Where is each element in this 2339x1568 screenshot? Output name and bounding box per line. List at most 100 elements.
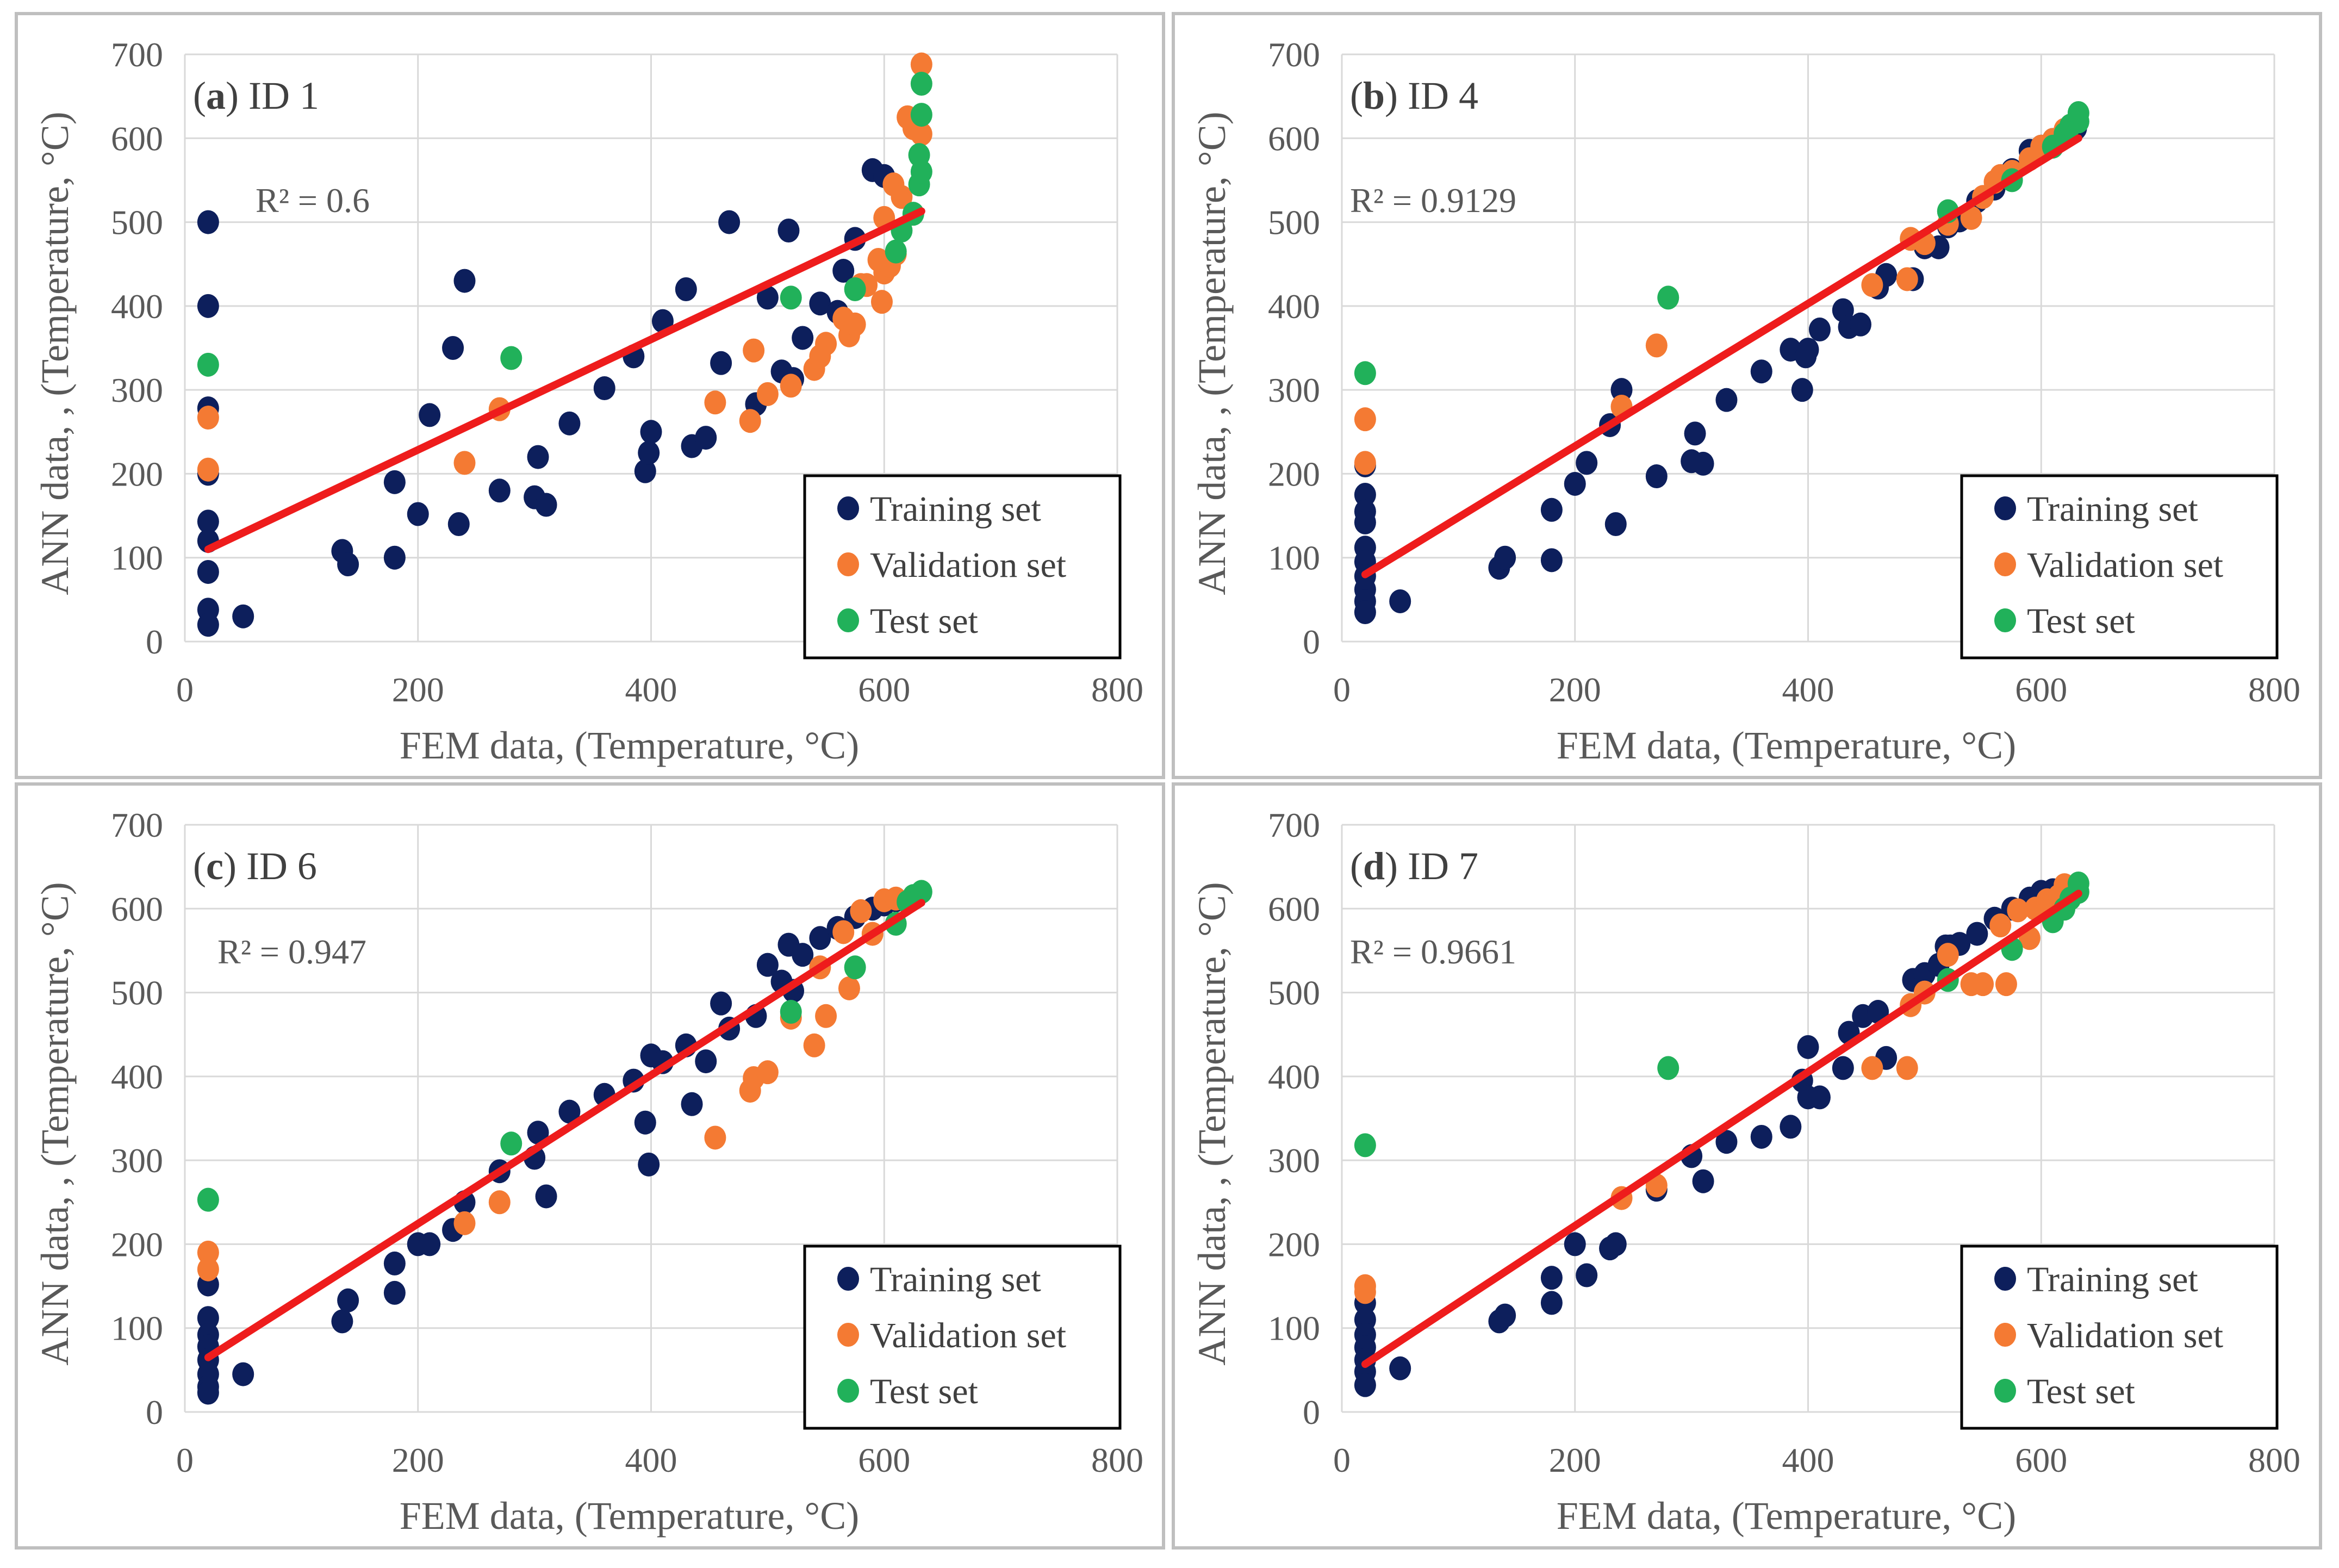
data-point [640, 420, 662, 444]
data-point [1750, 359, 1772, 384]
data-point [1808, 1085, 1831, 1110]
data-point [197, 457, 219, 482]
y-tick-label: 700 [1268, 806, 1320, 844]
y-tick-label: 700 [1268, 35, 1320, 74]
data-point [870, 290, 893, 314]
legend-label: Training set [2027, 1260, 2198, 1299]
legend-label: Training set [870, 489, 1041, 529]
panel-border [1172, 782, 2322, 1550]
data-point [710, 351, 732, 375]
y-tick-label: 100 [111, 539, 163, 577]
legend-label: Training set [2027, 489, 2198, 529]
data-point [1540, 1291, 1563, 1315]
data-point [1657, 285, 1679, 310]
x-tick-label: 600 [858, 1441, 910, 1479]
panel-letter: a [206, 74, 226, 117]
data-point [197, 1187, 219, 1212]
y-tick-label: 0 [146, 1393, 163, 1432]
data-point [383, 470, 406, 494]
x-tick-label: 800 [2248, 1441, 2300, 1479]
data-point [1715, 388, 1738, 412]
data-point [383, 545, 406, 570]
x-tick-label: 0 [1333, 1441, 1351, 1479]
legend-marker [1994, 552, 2016, 576]
y-tick-label: 400 [1268, 287, 1320, 326]
data-point [453, 1211, 476, 1235]
data-point [743, 338, 765, 363]
data-point [792, 943, 814, 967]
data-point [891, 185, 913, 209]
data-point [535, 493, 557, 517]
data-point [850, 899, 872, 923]
data-point [1354, 600, 1376, 624]
data-point [1494, 1303, 1516, 1328]
data-point [1861, 273, 1883, 297]
panel-id: ID 6 [246, 844, 317, 888]
data-point [739, 409, 761, 433]
panel-title: (a) ID 1 [193, 74, 319, 117]
legend-label: Validation set [2027, 1316, 2223, 1355]
panel-title: (c) ID 6 [193, 844, 317, 888]
data-point [756, 285, 779, 310]
y-tick-label: 700 [111, 806, 163, 844]
data-point [197, 559, 219, 584]
legend-label: Validation set [870, 545, 1066, 585]
data-point [704, 390, 726, 415]
legend-label: Validation set [870, 1316, 1066, 1355]
y-tick-label: 600 [111, 119, 163, 158]
data-point [1576, 1263, 1598, 1287]
data-point [232, 604, 254, 629]
data-point [1564, 471, 1586, 496]
data-point [197, 1380, 219, 1405]
legend-marker [837, 552, 859, 576]
data-point [2067, 872, 2089, 895]
x-axis-title: FEM data, (Temperature, °C) [1557, 724, 2016, 767]
x-tick-label: 0 [176, 670, 194, 709]
data-point [197, 1306, 219, 1330]
data-point [535, 1184, 557, 1209]
legend-marker [837, 496, 859, 520]
trendline [1361, 134, 2082, 578]
chart-panel-a: 0 200 400 600 800 0 100 200 300 400 500 600 700 FEM d… [15, 12, 1165, 779]
data-point [1576, 451, 1598, 475]
data-point [527, 445, 549, 469]
x-tick-label: 400 [625, 1441, 677, 1479]
data-point [1354, 483, 1376, 507]
data-point [756, 953, 779, 977]
data-point [1389, 589, 1411, 613]
legend-marker [1994, 1379, 2016, 1403]
data-point [1645, 333, 1668, 358]
x-tick-label: 400 [625, 670, 677, 709]
x-tick-label: 200 [1549, 1441, 1601, 1479]
data-point [1354, 510, 1376, 534]
data-point [695, 1049, 717, 1074]
data-point [1966, 922, 1988, 946]
legend-marker [837, 1323, 859, 1347]
x-tick-label: 600 [858, 670, 910, 709]
data-point [1540, 1266, 1563, 1290]
x-tick-label: 800 [2248, 670, 2300, 709]
data-point [675, 277, 697, 301]
x-tick-label: 200 [392, 670, 444, 709]
data-point [197, 1257, 219, 1281]
r-squared-label: R² = 0.9129 [1350, 181, 1516, 220]
data-point [197, 210, 219, 234]
trendline [204, 899, 925, 1361]
data-point [1797, 1035, 1819, 1059]
y-tick-label: 700 [111, 35, 163, 74]
legend: Training set Validation set Test set [803, 474, 1122, 659]
data-point [695, 426, 717, 450]
data-point [337, 1288, 359, 1312]
data-point [681, 1092, 703, 1116]
x-tick-label: 400 [1782, 670, 1834, 709]
data-point [419, 403, 441, 427]
data-point [1937, 943, 1959, 967]
data-point [634, 1110, 656, 1135]
legend-marker [837, 608, 859, 632]
data-point [1989, 913, 2012, 938]
data-point [1832, 1056, 1854, 1080]
data-point [1354, 361, 1376, 385]
y-tick-label: 400 [1268, 1057, 1320, 1096]
y-tick-label: 200 [111, 455, 163, 493]
data-point [780, 285, 802, 310]
